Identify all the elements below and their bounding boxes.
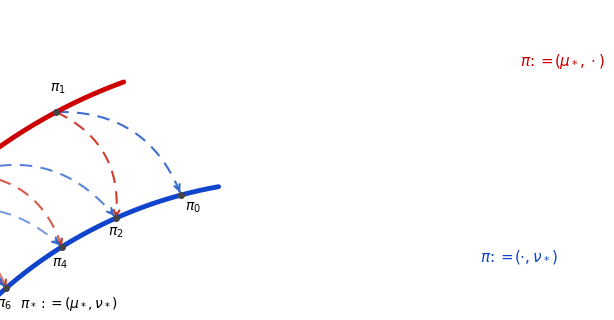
Text: $\pi_0$: $\pi_0$ [185, 201, 201, 215]
Text: $\pi_1$: $\pi_1$ [50, 82, 66, 96]
Text: $\pi_*:=(\mu_*, \nu_*)$: $\pi_*:=(\mu_*, \nu_*)$ [20, 295, 118, 313]
Text: $\pi_4$: $\pi_4$ [52, 257, 68, 271]
Text: $\pi\!:=\!(\mu_*, \cdot)$: $\pi\!:=\!(\mu_*, \cdot)$ [520, 52, 605, 71]
Text: $\pi_6$: $\pi_6$ [0, 298, 12, 312]
Text: $\pi_2$: $\pi_2$ [108, 226, 124, 240]
Text: $\pi\!:=\!(\cdot, \nu_*)$: $\pi\!:=\!(\cdot, \nu_*)$ [480, 248, 558, 266]
